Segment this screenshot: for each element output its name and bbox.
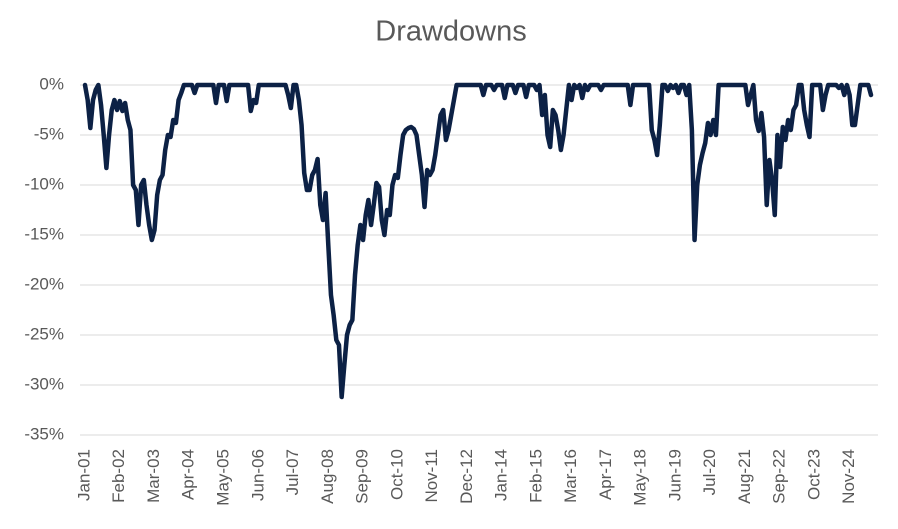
x-tick-label: Aug-21 <box>735 449 754 504</box>
y-tick-label: -10% <box>24 174 64 193</box>
y-tick-label: -25% <box>24 324 64 343</box>
x-tick-label: Nov-11 <box>422 449 441 503</box>
drawdown-line <box>82 82 874 400</box>
x-tick-label: Jun-06 <box>248 449 267 501</box>
x-tick-label: Jun-19 <box>665 449 684 501</box>
x-tick-label: Apr-17 <box>596 449 615 500</box>
y-tick-label: -20% <box>24 274 64 293</box>
x-tick-label: Apr-04 <box>179 449 198 500</box>
x-tick-label: Feb-15 <box>526 449 545 503</box>
x-tick-label: Mar-03 <box>144 449 163 503</box>
y-tick-label: -5% <box>34 124 64 143</box>
y-tick-label: -15% <box>24 224 64 243</box>
x-tick-label: May-05 <box>214 449 233 506</box>
x-tick-label: Aug-08 <box>318 449 337 504</box>
x-tick-label: May-18 <box>631 449 650 506</box>
x-tick-label: Sep-22 <box>770 449 789 504</box>
chart-title: Drawdowns <box>375 16 527 48</box>
x-tick-label: Dec-12 <box>457 449 476 504</box>
x-tick-label: Nov-24 <box>839 449 858 504</box>
y-tick-label: 0% <box>39 74 64 93</box>
x-tick-label: Oct-23 <box>804 449 823 500</box>
x-tick-label: Jul-07 <box>283 449 302 495</box>
x-tick-label: Jul-20 <box>700 449 719 495</box>
x-tick-label: Mar-16 <box>561 449 580 503</box>
x-tick-label: Sep-09 <box>353 449 372 504</box>
x-tick-label: Jan-01 <box>74 449 93 501</box>
y-tick-label: -35% <box>24 424 64 443</box>
x-tick-label: Feb-02 <box>109 449 128 503</box>
x-tick-label: Jan-14 <box>492 449 511 501</box>
y-tick-label: -30% <box>24 374 64 393</box>
x-tick-label: Oct-10 <box>387 449 406 500</box>
